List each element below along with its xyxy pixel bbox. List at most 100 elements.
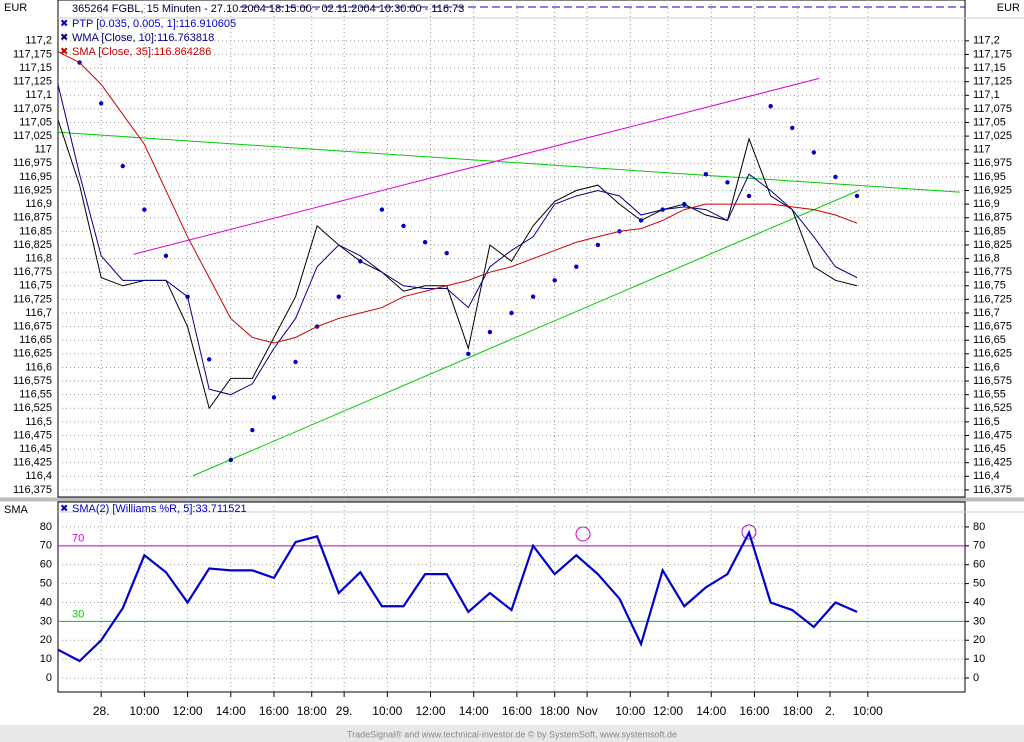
ptp-dot bbox=[682, 201, 687, 207]
y-tick-label: 116,825 bbox=[13, 239, 52, 251]
x-tick-label: 12:00 bbox=[653, 704, 683, 718]
y-tick-label: 40 bbox=[40, 596, 52, 608]
x-tick-label: Nov bbox=[576, 704, 597, 718]
ptp-dot bbox=[574, 264, 579, 269]
ptp-dot bbox=[530, 294, 536, 299]
y-tick-label: 60 bbox=[973, 559, 985, 571]
price-frame bbox=[57, 0, 966, 498]
y-tick-label: 117,2 bbox=[973, 35, 1000, 47]
y-tick-label: 117,075 bbox=[13, 103, 52, 115]
ptp-dot bbox=[98, 101, 104, 106]
x-tick-label: 2. bbox=[825, 704, 835, 718]
ptp-dot bbox=[379, 207, 385, 212]
y-tick-label: 116,75 bbox=[973, 280, 1006, 292]
ptp-dot bbox=[746, 193, 752, 199]
y-tick-label: 116,625 bbox=[13, 348, 52, 360]
y-tick-label: 117,1 bbox=[25, 89, 52, 101]
y-tick-label: 116,925 bbox=[973, 184, 1012, 196]
oscillator-frame bbox=[57, 501, 966, 693]
y-tick-label: 117,125 bbox=[973, 76, 1012, 88]
footer-bar bbox=[0, 725, 1024, 742]
y-tick-label: 117,025 bbox=[13, 130, 52, 142]
ptp-dot bbox=[487, 329, 493, 335]
y-tick-label: 116,95 bbox=[973, 171, 1006, 183]
ptp-dot bbox=[293, 359, 298, 365]
x-tick-label: 10:00 bbox=[129, 704, 159, 718]
ptp-dot bbox=[142, 207, 147, 212]
y-tick-label: 116,825 bbox=[973, 239, 1012, 251]
chart-title: 365264 FGBL, 15 Minuten - 27.10.2004 18:… bbox=[72, 3, 464, 15]
ptp-dot bbox=[811, 150, 817, 155]
y-tick-label: 117,1 bbox=[973, 89, 1000, 101]
x-tick-label: 14:00 bbox=[696, 704, 726, 718]
y-tick-label: 116,5 bbox=[973, 416, 1000, 428]
currency-right: EUR bbox=[997, 2, 1020, 14]
y-tick-label: 0 bbox=[46, 672, 52, 684]
y-tick-label: 117,05 bbox=[19, 116, 52, 128]
y-tick-label: 60 bbox=[40, 559, 52, 571]
ptp-dot bbox=[228, 457, 233, 463]
y-tick-label: 116,675 bbox=[973, 321, 1012, 333]
y-tick-label: 116,875 bbox=[973, 212, 1012, 224]
y-tick-label: 117,025 bbox=[973, 130, 1012, 142]
x-tick-label: 10:00 bbox=[615, 704, 645, 718]
x-tick-label: 16:00 bbox=[259, 704, 289, 718]
y-tick-label: 116,375 bbox=[973, 484, 1012, 496]
series-line bbox=[57, 84, 858, 396]
y-tick-label: 116,85 bbox=[973, 225, 1006, 237]
y-tick-label: 116,575 bbox=[13, 375, 52, 387]
y-tick-label: 116,875 bbox=[13, 212, 52, 224]
y-tick-label: 116,7 bbox=[25, 307, 52, 319]
y-tick-label: 80 bbox=[973, 521, 985, 533]
y-tick-label: 116,975 bbox=[13, 157, 52, 169]
series-line bbox=[57, 119, 858, 410]
y-tick-label: 116,9 bbox=[973, 198, 1000, 210]
ptp-dot bbox=[638, 218, 644, 223]
x-tick-label: 29. bbox=[336, 704, 353, 718]
y-tick-label: 117 bbox=[34, 144, 52, 156]
y-tick-label: 116,425 bbox=[973, 457, 1012, 469]
y-tick-label: 116,85 bbox=[19, 225, 52, 237]
trend-line bbox=[192, 189, 860, 477]
x-tick-label: 16:00 bbox=[739, 704, 769, 718]
x-tick-label: 14:00 bbox=[216, 704, 246, 718]
x-tick-label: 10:00 bbox=[853, 704, 883, 718]
y-tick-label: 116,95 bbox=[19, 171, 52, 183]
ptp-dot bbox=[595, 242, 601, 248]
ptp-dot bbox=[358, 259, 363, 264]
y-tick-label: 116,9 bbox=[25, 198, 52, 210]
y-tick-label: 116,65 bbox=[19, 334, 52, 346]
y-tick-label: 30 bbox=[40, 615, 52, 627]
y-tick-label: 116,45 bbox=[19, 443, 52, 455]
y-tick-label: 116,8 bbox=[25, 252, 52, 264]
y-tick-label: 50 bbox=[973, 577, 985, 589]
y-tick-label: 116,725 bbox=[13, 293, 52, 305]
y-tick-label: 116,475 bbox=[13, 429, 52, 441]
y-tick-label: 116,6 bbox=[973, 361, 1000, 373]
y-tick-label: 116,475 bbox=[973, 429, 1012, 441]
y-tick-label: 116,6 bbox=[25, 361, 52, 373]
ptp-dot bbox=[401, 223, 406, 229]
ptp-dot bbox=[725, 180, 730, 185]
ptp-dot bbox=[552, 278, 557, 283]
y-tick-label: 10 bbox=[40, 653, 52, 665]
ptp-dot bbox=[271, 395, 277, 400]
x-tick-label: 12:00 bbox=[173, 704, 203, 718]
series-line bbox=[57, 51, 858, 344]
y-tick-label: 40 bbox=[973, 596, 985, 608]
y-tick-label: 50 bbox=[40, 577, 52, 589]
y-tick-label: 117,15 bbox=[973, 62, 1006, 74]
y-tick-label: 116,7 bbox=[973, 307, 1000, 319]
x-tick-label: 16:00 bbox=[502, 704, 532, 718]
x-tick-label: 10:00 bbox=[372, 704, 402, 718]
footer: TradeSignal® and www.technical-investor.… bbox=[347, 729, 677, 739]
y-tick-label: 116,425 bbox=[13, 457, 52, 469]
y-tick-label: 80 bbox=[40, 521, 52, 533]
trend-line bbox=[57, 131, 960, 193]
ptp-dot bbox=[703, 171, 709, 177]
ptp-dot bbox=[422, 240, 428, 245]
y-tick-label: 70 bbox=[973, 540, 985, 552]
ptp-dot bbox=[854, 193, 860, 199]
